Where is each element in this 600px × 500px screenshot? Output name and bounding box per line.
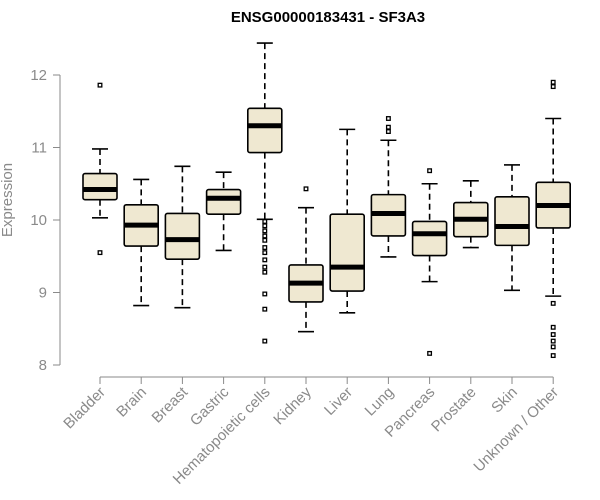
outlier-point [97, 250, 103, 256]
outlier-point [550, 79, 556, 85]
outlier-point [303, 186, 309, 192]
box-group [247, 42, 283, 344]
y-tick-label: 12 [30, 67, 47, 84]
box-group [494, 164, 530, 292]
box-group [164, 165, 201, 309]
y-tick-label: 10 [30, 212, 47, 229]
outlier-point [385, 129, 391, 134]
outlier-point [550, 338, 556, 344]
iqr-box [494, 196, 530, 247]
x-tick-label: Liver [321, 384, 356, 419]
box-group [205, 171, 242, 252]
box-group [288, 186, 324, 333]
outlier-point [262, 245, 268, 250]
outlier-point [262, 218, 268, 224]
y-tick-label: 9 [39, 285, 47, 302]
box-group [82, 82, 118, 256]
outlier-point [262, 237, 268, 243]
chart-title: ENSG00000183431 - SF3A3 [231, 9, 425, 26]
iqr-box [164, 212, 201, 260]
outlier-point [262, 338, 268, 344]
outlier-point [550, 344, 556, 350]
box-group [535, 79, 572, 359]
y-axis: 8 9 10 11 12 [30, 67, 61, 374]
x-tick-label: Prostate [428, 384, 480, 436]
outlier-point [385, 124, 391, 130]
iqr-box [205, 188, 242, 216]
x-tick-label: Skin [488, 384, 521, 417]
x-tick-label: Breast [149, 383, 192, 426]
iqr-box [329, 213, 366, 292]
y-tick-label: 11 [31, 140, 47, 157]
outlier-point [550, 300, 556, 306]
plot-area [82, 42, 572, 359]
outlier-point [385, 116, 391, 121]
box-group [411, 168, 448, 356]
outlier-point [262, 306, 268, 312]
x-tick-label: Bladder [60, 384, 109, 433]
box-group [452, 180, 489, 249]
box-group [123, 178, 159, 307]
outlier-point [427, 168, 433, 174]
outlier-point [550, 84, 556, 90]
outlier-point [550, 353, 556, 359]
outlier-point [262, 257, 268, 263]
outlier-point [262, 228, 268, 234]
x-tick-label: Brain [113, 384, 150, 421]
x-tick-label: Kidney [270, 383, 315, 428]
outlier-point [262, 291, 268, 297]
outlier-point [262, 269, 268, 275]
iqr-box [82, 172, 118, 201]
box-group [329, 128, 366, 314]
outlier-point [262, 250, 268, 256]
box-group [370, 116, 407, 258]
iqr-box [411, 220, 448, 257]
iqr-box [247, 107, 283, 154]
outlier-point [262, 264, 268, 270]
outlier-point [262, 233, 268, 239]
y-tick-label: 8 [39, 357, 47, 374]
outlier-point [97, 82, 103, 88]
y-axis-label: Expression [0, 163, 16, 237]
x-tick-label: Lung [362, 384, 398, 420]
outlier-point [550, 332, 556, 337]
outlier-point [427, 350, 433, 356]
outlier-point [262, 223, 268, 229]
outlier-point [550, 324, 556, 330]
